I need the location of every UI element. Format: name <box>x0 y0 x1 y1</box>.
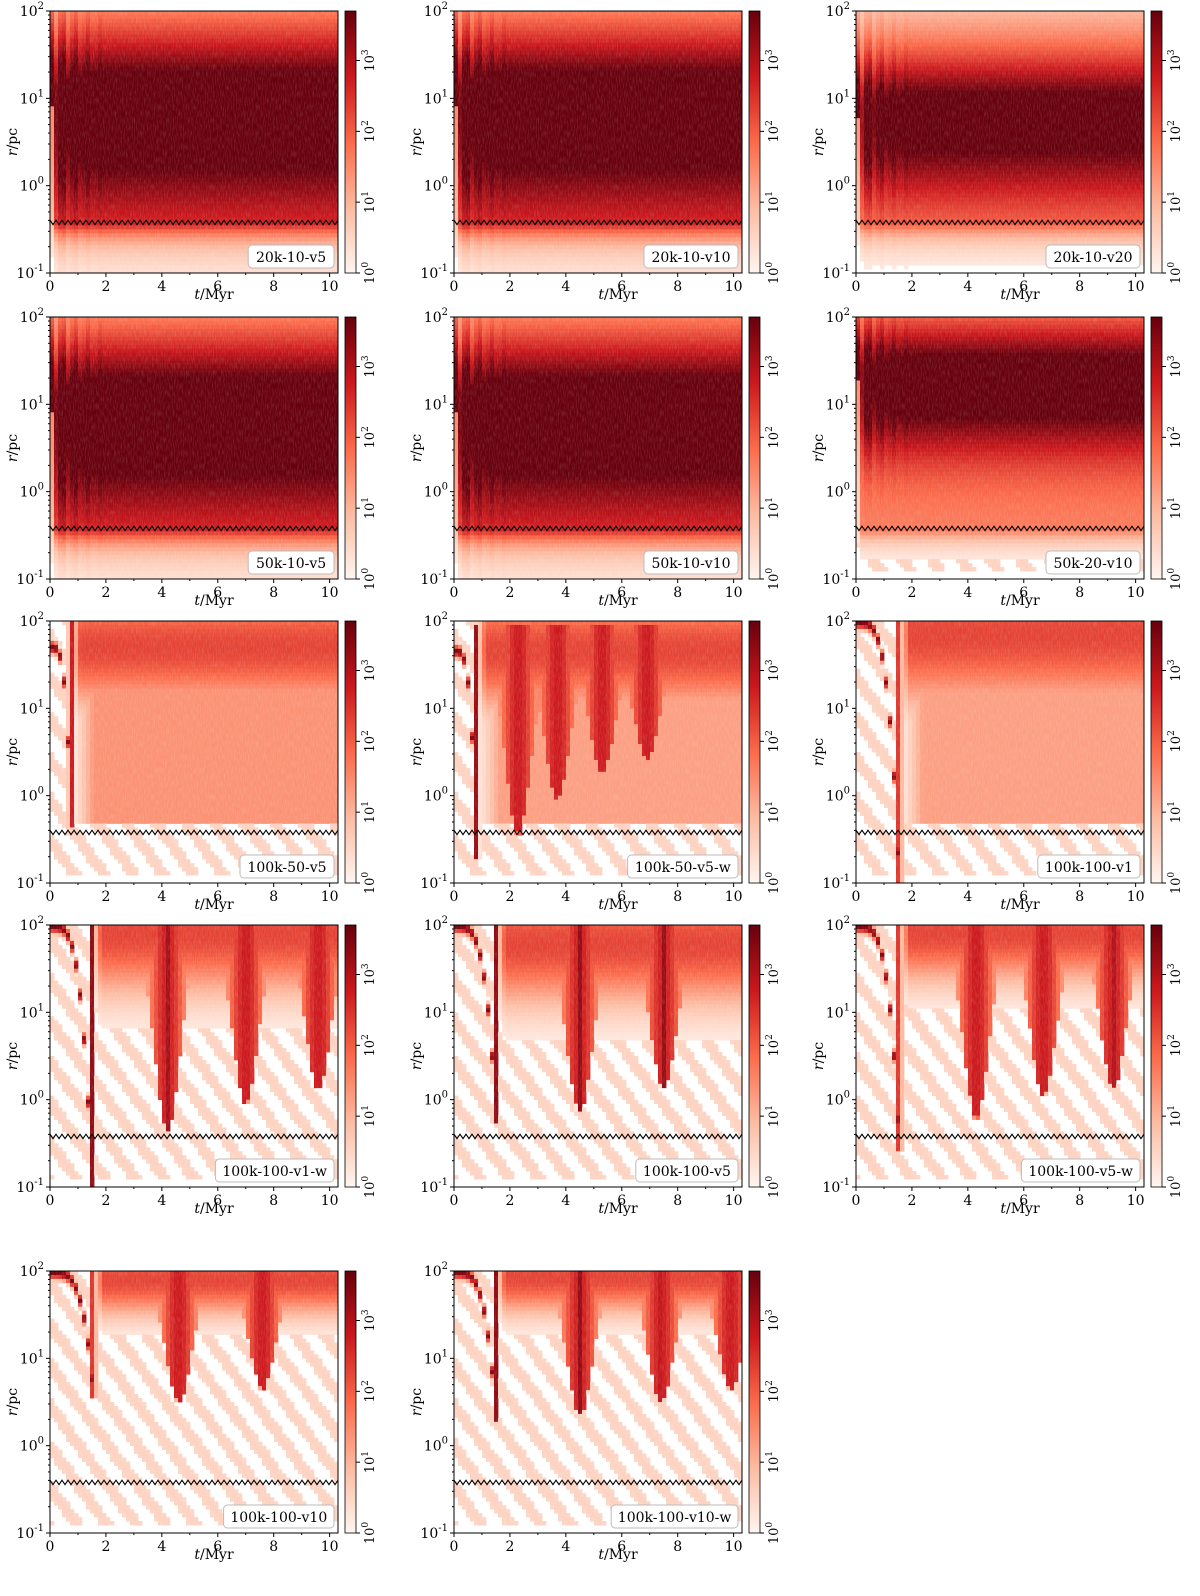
panel: 0246810t/Myr10210110010-1r/pc20k-10-v510… <box>5 1 378 303</box>
